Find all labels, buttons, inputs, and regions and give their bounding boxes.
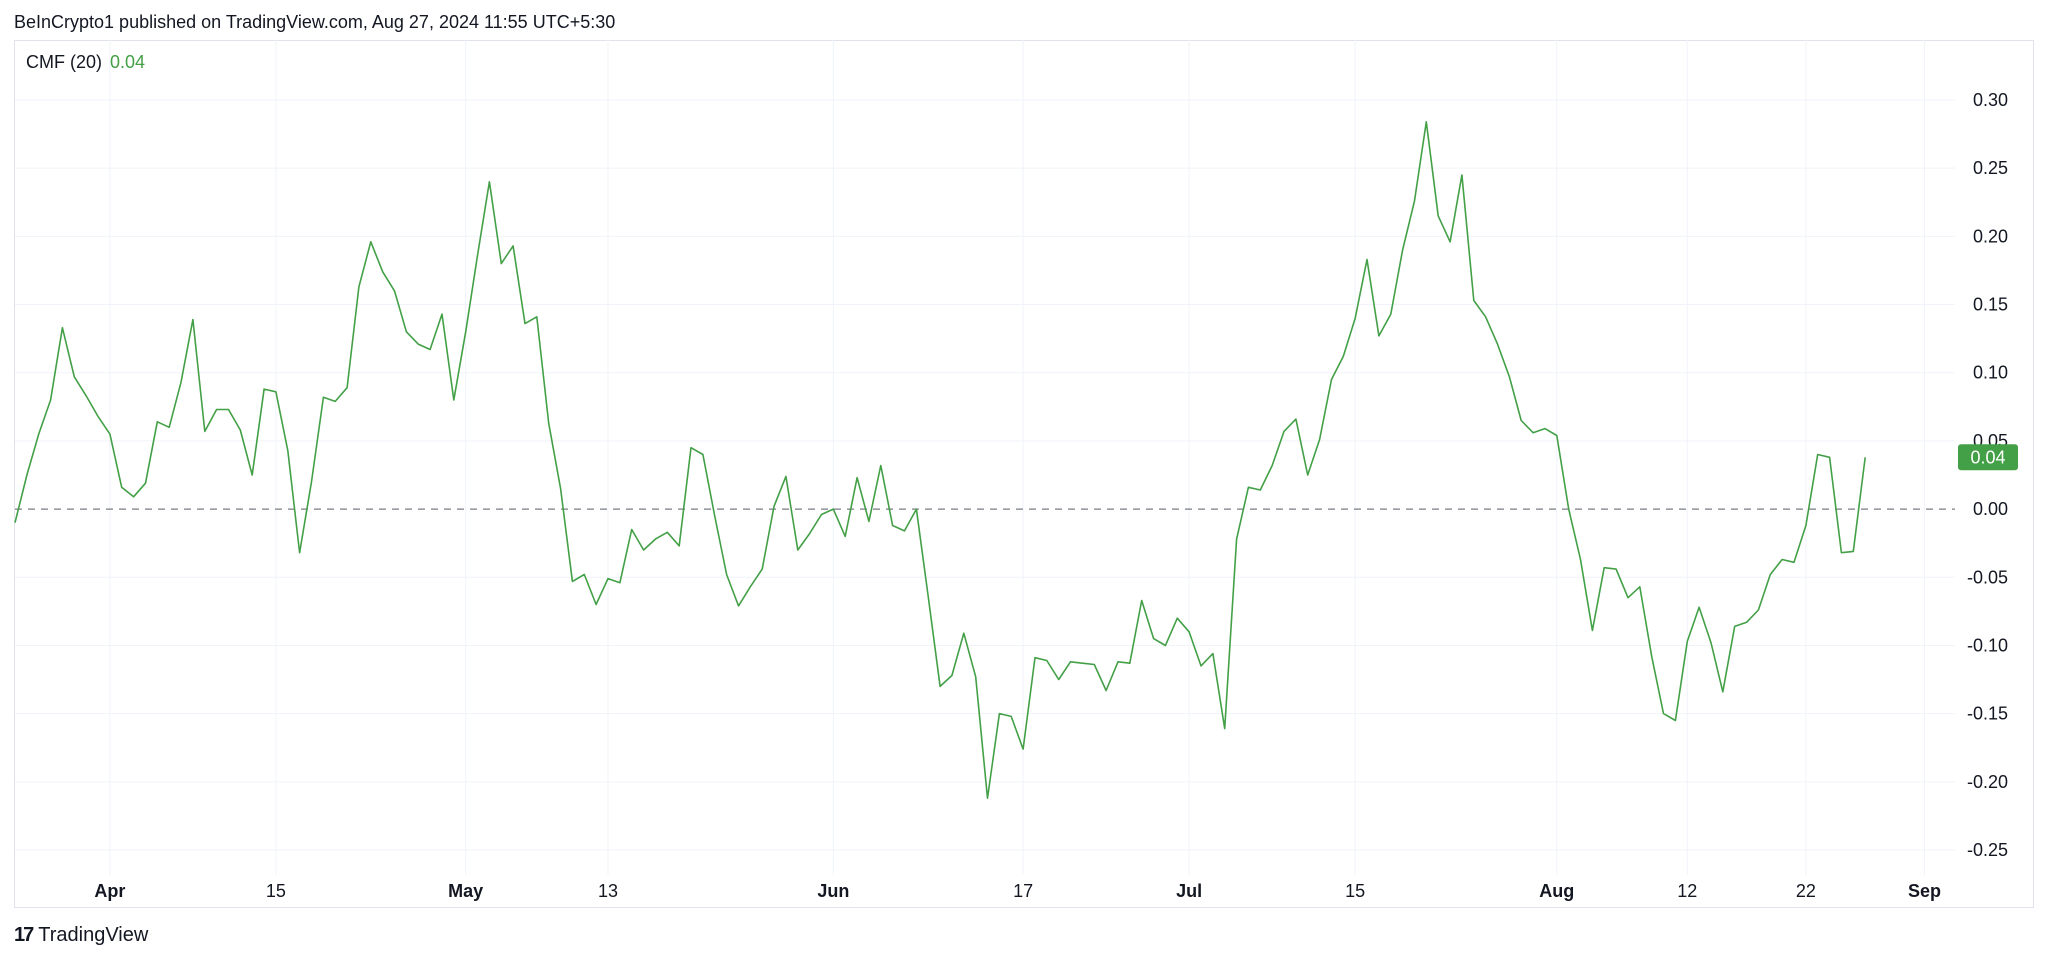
- brand-name: TradingView: [38, 924, 149, 946]
- y-tick-label: 0.30: [1973, 90, 2008, 110]
- y-tick-label: -0.15: [1967, 704, 2008, 724]
- y-tick-label: -0.10: [1967, 635, 2008, 655]
- tradingview-logo-icon: 17: [14, 924, 34, 946]
- y-tick-label: 0.00: [1973, 499, 2008, 519]
- chart-frame: [14, 40, 2034, 908]
- indicator-value: 0.04: [110, 52, 146, 72]
- x-tick-label: Apr: [94, 881, 125, 901]
- x-tick-label: 13: [598, 881, 618, 901]
- x-tick-label: 12: [1677, 881, 1697, 901]
- y-tick-label: -0.25: [1967, 840, 2008, 860]
- y-tick-label: 0.15: [1973, 295, 2008, 315]
- tradingview-brand[interactable]: 17 TradingView: [14, 924, 148, 947]
- y-tick-label: 0.10: [1973, 363, 2008, 383]
- x-tick-label: 17: [1013, 881, 1033, 901]
- y-tick-label: -0.05: [1967, 567, 2008, 587]
- y-tick-label: 0.25: [1973, 158, 2008, 178]
- last-value-badge: [1958, 444, 2018, 471]
- x-tick-label: Jul: [1176, 881, 1202, 901]
- publish-info: BeInCrypto1 published on TradingView.com…: [14, 12, 616, 32]
- x-tick-label: 15: [266, 881, 286, 901]
- x-tick-label: May: [448, 881, 483, 901]
- x-tick-label: Aug: [1539, 881, 1574, 901]
- y-tick-label: 0.20: [1973, 226, 2008, 246]
- indicator-name: CMF (20): [26, 52, 102, 72]
- indicator-legend[interactable]: CMF (20) 0.04: [26, 52, 145, 73]
- x-tick-label: Sep: [1908, 881, 1941, 901]
- x-tick-label: 15: [1345, 881, 1365, 901]
- x-tick-label: 22: [1796, 881, 1816, 901]
- last-value-label: 0.04: [1970, 447, 2005, 467]
- y-tick-label: -0.20: [1967, 772, 2008, 792]
- x-tick-label: Jun: [817, 881, 849, 901]
- cmf-series-line: [14, 121, 1866, 799]
